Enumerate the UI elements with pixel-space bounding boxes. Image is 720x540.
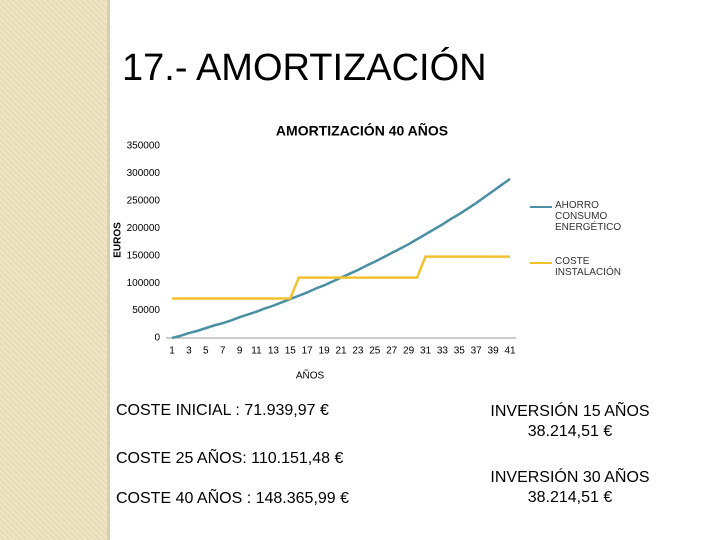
note-right-line: INVERSIÓN 30 AÑOS — [490, 469, 650, 486]
note-right-line: 38.214,51 € — [527, 423, 613, 440]
x-tick-label: 5 — [203, 346, 209, 357]
legend-label: AHORRO CONSUMO ENERGÉTICO — [555, 200, 622, 233]
chart-title: AMORTIZACIÓN 40 AÑOS — [276, 122, 448, 139]
x-tick-label: 31 — [420, 346, 432, 357]
decor-strip — [0, 0, 107, 540]
x-tick-label: 21 — [335, 346, 347, 357]
x-tick-label: 13 — [268, 346, 280, 357]
x-tick-label: 39 — [488, 346, 500, 357]
x-tick-label: 17 — [302, 346, 314, 357]
x-tick-label: 15 — [285, 346, 297, 357]
series-line — [171, 177, 511, 340]
slide-title: 17.- AMORTIZACIÓN — [122, 46, 487, 89]
legend-label: COSTE INSTALACIÓN — [555, 256, 621, 278]
note-left: COSTE 40 AÑOS : 148.365,99 € — [116, 490, 350, 507]
y-tick-label: 50000 — [132, 305, 160, 316]
note-right-line: 38.214,51 € — [527, 489, 613, 506]
legend-swatch — [530, 206, 552, 208]
x-tick-label: 7 — [220, 346, 226, 357]
x-axis-label: AÑOS — [296, 369, 325, 382]
x-tick-label: 25 — [369, 346, 381, 357]
series-line — [172, 255, 510, 300]
y-tick-label: 200000 — [127, 223, 161, 234]
x-tick-label: 11 — [251, 346, 262, 357]
note-right: INVERSIÓN 30 AÑOS 38.214,51 € — [460, 468, 680, 508]
x-tick-label: 29 — [403, 346, 415, 357]
x-tick-label: 3 — [186, 346, 192, 357]
y-tick-label: 250000 — [127, 195, 161, 206]
x-tick-label: 19 — [319, 346, 331, 357]
x-tick-label: 1 — [169, 346, 175, 357]
y-tick-label: 350000 — [127, 141, 161, 152]
note-right-line: INVERSIÓN 15 AÑOS — [490, 403, 650, 420]
x-tick-label: 23 — [352, 346, 364, 357]
y-tick-label: 0 — [154, 333, 160, 344]
note-left: COSTE 25 AÑOS: 110.151,48 € — [116, 450, 344, 467]
x-tick-label: 37 — [471, 346, 483, 357]
decor-edge — [107, 0, 110, 540]
y-tick-label: 100000 — [127, 278, 161, 289]
x-tick-label: 35 — [454, 346, 466, 357]
note-right: INVERSIÓN 15 AÑOS 38.214,51 € — [460, 402, 680, 442]
x-tick-label: 27 — [386, 346, 398, 357]
x-tick-label: 33 — [437, 346, 449, 357]
y-axis-label: EUROS — [113, 222, 124, 258]
y-tick-label: 300000 — [127, 168, 161, 179]
x-tick-label: 41 — [504, 346, 516, 357]
y-tick-label: 150000 — [127, 250, 161, 261]
x-tick-label: 9 — [237, 346, 243, 357]
legend-swatch — [530, 262, 552, 264]
note-left: COSTE INICIAL : 71.939,97 € — [116, 402, 329, 419]
